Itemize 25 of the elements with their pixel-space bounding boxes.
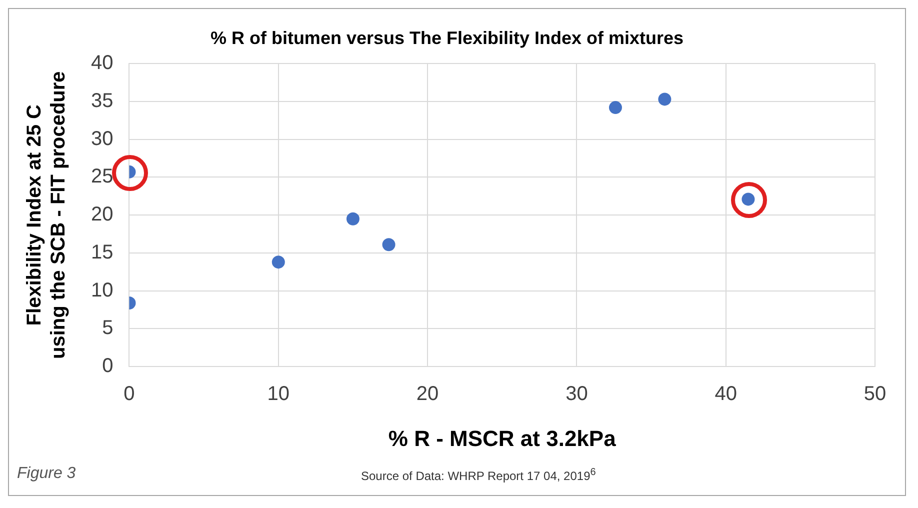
point [608, 101, 622, 114]
y-tick-label: 15 [90, 241, 114, 264]
y-tick-label: 10 [90, 279, 114, 302]
source-note: Source of Data: WHRP Report 17 04, 2019$^{6}$ [361, 467, 596, 483]
y-tick-label: 40 [90, 52, 114, 74]
x-tick-label: 20 [416, 383, 439, 406]
y-tick-label: 20 [90, 204, 114, 226]
x-tick-label: 50 [864, 383, 886, 406]
x-tick-label: 10 [267, 383, 290, 406]
x-axis-title: % R - MSCR at 3.2kPa [388, 426, 617, 451]
chart-title: % R of bitumen versus The Flexibility Index of mixtures [210, 28, 684, 48]
y-tick-label: 35 [90, 90, 114, 112]
point [346, 212, 360, 226]
x-tick-label: 40 [714, 383, 737, 406]
caption: Figure 3 [17, 465, 76, 483]
point [272, 256, 285, 269]
x-tick-label: 0 [124, 383, 135, 406]
y-tick-label: 30 [90, 128, 114, 150]
y-tick-label: 0 [102, 355, 114, 378]
point [658, 92, 672, 106]
y-axis-title: Flexibility Index at 25 C using the SCB - FIT procedure [24, 71, 70, 359]
y-tick-label: 5 [102, 317, 114, 340]
point [382, 238, 396, 252]
x-tick-label: 30 [566, 383, 588, 406]
y-tick-label: 25 [90, 166, 114, 188]
